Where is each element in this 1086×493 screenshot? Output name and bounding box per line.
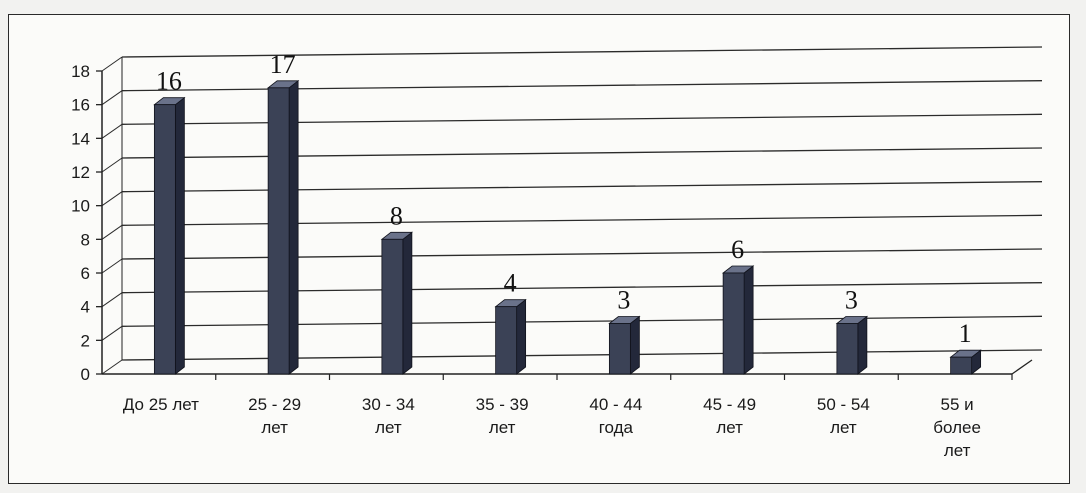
category-label: 30 - 34 лет xyxy=(362,395,415,437)
gridline xyxy=(121,113,1043,125)
bar-side xyxy=(174,96,185,375)
category-label: 40 - 44 года xyxy=(589,395,642,437)
axes xyxy=(96,57,1033,380)
gridline xyxy=(121,147,1043,159)
data-label: 3 xyxy=(845,286,858,315)
bar-front xyxy=(950,356,973,375)
category-label-line: лет xyxy=(261,418,288,437)
gridline-connector xyxy=(101,224,123,240)
bar-side xyxy=(288,80,299,375)
category-label-line: До 25 лет xyxy=(123,395,199,414)
bar-side xyxy=(857,315,868,375)
category-label: 50 - 54 лет xyxy=(817,395,870,437)
y-tick-label: 10 xyxy=(71,197,90,216)
bar-front xyxy=(153,104,176,375)
bar-chart: 0 2 4 6 8 10 12 14 16 18 16 17 8 4 3 6 3 1 До 25 лет 25 -… xyxy=(71,46,1043,460)
bar xyxy=(494,298,527,375)
category-label-line: лет xyxy=(489,418,516,437)
bar xyxy=(153,96,186,375)
data-label: 17 xyxy=(270,50,296,79)
data-labels: 16 17 8 4 3 6 3 1 xyxy=(156,50,972,348)
category-label-line: лет xyxy=(375,418,402,437)
category-label: 45 - 49 лет xyxy=(703,395,756,437)
y-axis-ticks: 0 2 4 6 8 10 12 14 16 18 xyxy=(71,62,90,384)
gridline-connector xyxy=(101,325,123,341)
y-tick-label: 4 xyxy=(81,298,90,317)
bar xyxy=(380,231,414,375)
y-tick-label: 2 xyxy=(81,331,90,350)
gridline-connector xyxy=(101,292,123,308)
category-label: До 25 лет xyxy=(123,395,199,414)
gridline-connector xyxy=(101,56,123,72)
y-tick-label: 6 xyxy=(81,264,90,283)
y-tick-label: 8 xyxy=(81,230,90,249)
y-tick-label: 18 xyxy=(71,62,90,81)
category-label-line: 50 - 54 xyxy=(817,395,870,414)
bar-side xyxy=(743,265,754,375)
y-tick-label: 12 xyxy=(71,163,90,182)
category-label-line: лет xyxy=(830,418,857,437)
bar xyxy=(835,315,869,375)
category-label-line: лет xyxy=(716,418,743,437)
gridline-connector xyxy=(101,90,123,106)
gridline xyxy=(121,46,1043,58)
bar-front xyxy=(381,238,404,375)
bars xyxy=(153,80,982,375)
bar xyxy=(721,265,755,375)
gridline-connector xyxy=(101,123,123,139)
gridline xyxy=(121,282,1043,294)
data-label: 6 xyxy=(731,235,744,264)
category-label: 55 и более лет xyxy=(933,395,981,460)
gridline-connector xyxy=(101,258,123,274)
y-tick-label: 16 xyxy=(71,96,90,115)
bar-side xyxy=(629,315,640,375)
gridline-connector xyxy=(101,157,123,173)
category-label-line: лет xyxy=(944,441,971,460)
category-label-line: 35 - 39 xyxy=(476,395,529,414)
data-label: 1 xyxy=(959,319,972,348)
category-label: 35 - 39 лет xyxy=(476,395,529,437)
bar-side xyxy=(516,298,527,375)
gridline xyxy=(121,181,1043,193)
bar-front xyxy=(608,323,631,375)
category-label: 25 - 29 лет xyxy=(248,395,301,437)
category-label-line: 25 - 29 xyxy=(248,395,301,414)
bar-side xyxy=(402,231,413,375)
gridline xyxy=(121,315,1043,327)
floor-right-edge xyxy=(1011,359,1033,375)
category-label-line: 30 - 34 xyxy=(362,395,415,414)
bar-front xyxy=(495,306,518,375)
data-label: 8 xyxy=(390,201,403,230)
gridlines xyxy=(101,46,1043,375)
category-label-line: 45 - 49 xyxy=(703,395,756,414)
category-label-line: года xyxy=(599,418,634,437)
gridline-connector xyxy=(101,191,123,207)
gridline xyxy=(121,80,1043,92)
gridline-connector xyxy=(101,359,123,375)
category-label-line: 40 - 44 xyxy=(589,395,642,414)
chart-frame: 0 2 4 6 8 10 12 14 16 18 16 17 8 4 3 6 3 1 До 25 лет 25 -… xyxy=(8,14,1070,484)
gridline xyxy=(121,349,1043,361)
data-label: 4 xyxy=(504,269,517,298)
bar xyxy=(608,315,641,375)
bar-front xyxy=(722,272,745,375)
gridline xyxy=(121,248,1043,260)
data-label: 16 xyxy=(156,67,182,96)
category-label-line: более xyxy=(933,418,981,437)
bar-front xyxy=(836,323,859,375)
y-tick-label: 0 xyxy=(81,365,90,384)
gridline xyxy=(121,214,1043,226)
bar-front xyxy=(267,87,290,375)
data-label: 3 xyxy=(617,286,630,315)
bar xyxy=(266,80,300,375)
category-label-line: 55 и xyxy=(941,395,974,414)
bar xyxy=(949,349,982,375)
y-tick-label: 14 xyxy=(71,129,90,148)
